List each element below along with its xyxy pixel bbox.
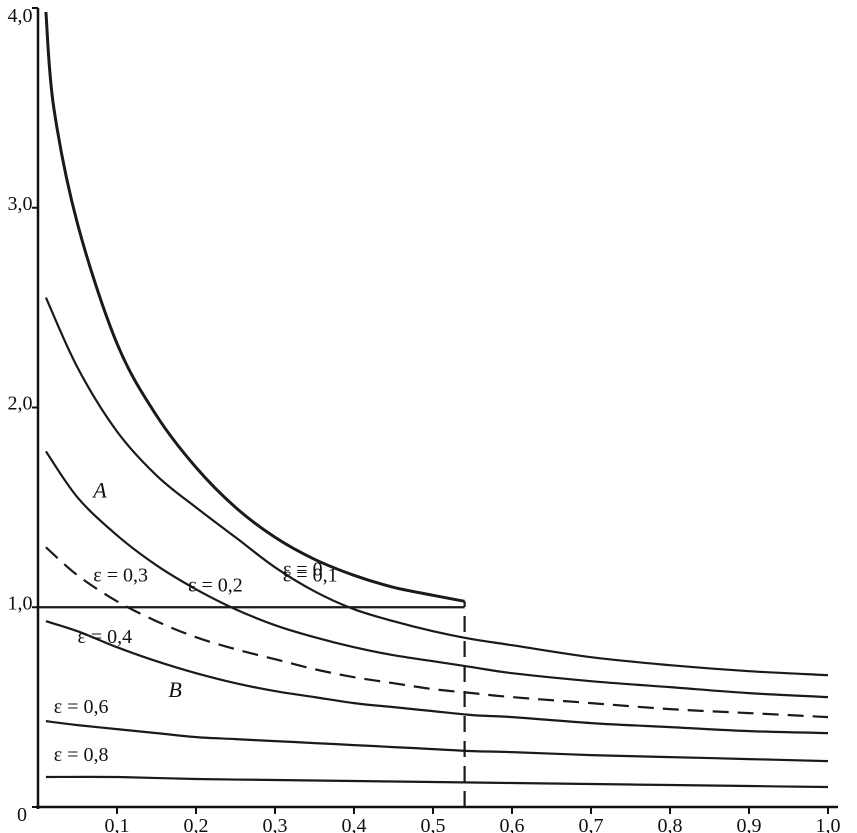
x-tick-label: 1,0 [816, 815, 841, 833]
y-tick-label: 1,0 [8, 592, 33, 614]
series-label-5: ε = 0,6 [54, 696, 109, 718]
reference-lines-layer [38, 601, 466, 807]
series-line-0 [44, 11, 465, 603]
series-label-2: ε = 0,2 [188, 574, 243, 596]
ticks-layer: 0,1 0,2 0,3 0,4 0,5 0,6 0,7 0,8 0,9 1,0 0 1,0 2,0 3,0… [8, 5, 841, 833]
x-tick-label: 0,4 [342, 815, 367, 833]
series-line-4 [45, 620, 829, 735]
y-tick-label: 0 [17, 804, 27, 826]
y-tick-label: 3,0 [8, 193, 33, 215]
x-tick-label: 0,1 [105, 815, 130, 833]
x-tick-label: 0,5 [421, 815, 446, 833]
y-tick-label: 4,0 [8, 5, 33, 27]
series-line-5 [45, 720, 829, 763]
series-line-6 [45, 775, 829, 789]
x-tick-label: 0,2 [184, 815, 209, 833]
y-tick-label: 2,0 [8, 393, 33, 415]
x-tick-label: 0,9 [737, 815, 762, 833]
series-label-6: ε = 0,8 [54, 744, 109, 766]
series-line-1 [44, 297, 829, 677]
x-tick-label: 0,3 [263, 815, 288, 833]
x-tick-label: 0,7 [579, 815, 604, 833]
curves-layer [44, 11, 829, 789]
x-tick-label: 0,6 [500, 815, 525, 833]
region-label-1: B [168, 677, 181, 702]
series-label-1: ε = 0,1 [283, 564, 338, 586]
labels-layer: ε = 0ε = 0,1 ε = 0,2 ε = 0,3 ε = 0,4 ε = 0,6… [54, 477, 338, 766]
region-label-0: A [91, 477, 107, 502]
x-tick-label: 0,8 [658, 815, 683, 833]
series-label-4: ε = 0,4 [78, 626, 133, 648]
series-line-2 [44, 450, 829, 699]
series-label-3: ε = 0,3 [93, 564, 148, 586]
series-label-0: ε = 0 [283, 558, 323, 580]
